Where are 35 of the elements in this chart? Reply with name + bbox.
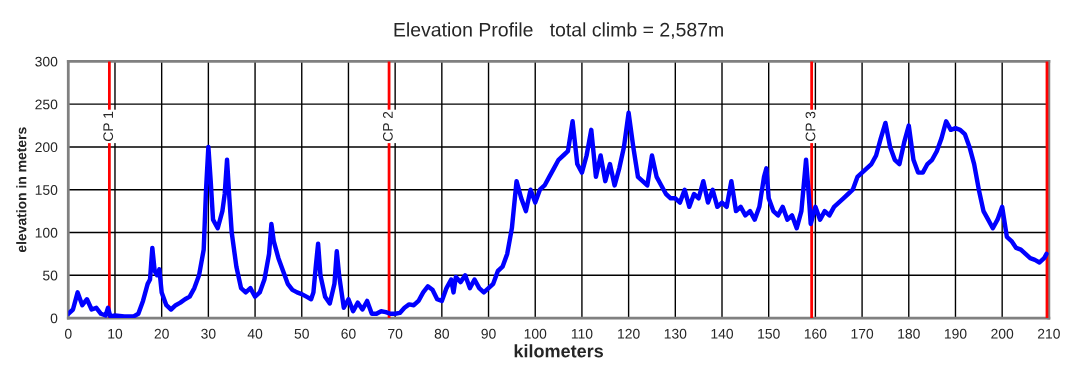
y-tick-label: 200 (35, 142, 58, 153)
x-tick-label: 30 (201, 328, 216, 339)
x-tick-label: 210 (1037, 328, 1060, 339)
x-tick-label: 170 (851, 328, 874, 339)
y-tick-label: 150 (35, 185, 58, 195)
x-tick-label: 0 (64, 328, 72, 339)
x-tick-label: 50 (294, 328, 309, 339)
x-tick-label: 150 (758, 328, 780, 339)
x-tick-label: 120 (618, 328, 640, 339)
x-tick-label: 40 (247, 328, 263, 339)
y-tick-label: 50 (42, 270, 58, 281)
x-tick-label: 90 (481, 328, 496, 339)
y-tick-label: 0 (50, 313, 58, 324)
x-tick-label: 160 (804, 328, 827, 339)
x-tick-label: 140 (711, 328, 734, 339)
y-tick-label: 250 (35, 99, 58, 110)
x-tick-label: 200 (991, 328, 1014, 339)
x-tick-label: 190 (944, 328, 967, 339)
ref-line-label: CP 1 (103, 111, 114, 142)
chart-title: Elevation Profile total climb = 2,587m (394, 22, 723, 39)
x-tick-label: 130 (664, 328, 687, 339)
y-tick-label: 300 (35, 56, 58, 67)
y-tick-label: 100 (35, 227, 58, 238)
x-tick-label: 100 (524, 328, 547, 339)
ref-line-label: CP 3 (805, 111, 816, 142)
x-tick-label: 180 (898, 328, 920, 339)
y-axis-title: elevation in meters (16, 127, 27, 253)
x-tick-label: 10 (108, 328, 123, 339)
x-axis-title: kilometers (514, 344, 603, 358)
x-tick-label: 110 (571, 328, 593, 339)
x-tick-label: 80 (434, 328, 450, 339)
x-tick-label: 60 (341, 328, 356, 339)
x-tick-label: 70 (388, 328, 403, 339)
x-tick-label: 20 (154, 328, 169, 339)
ref-line-label: CP 2 (382, 111, 393, 142)
